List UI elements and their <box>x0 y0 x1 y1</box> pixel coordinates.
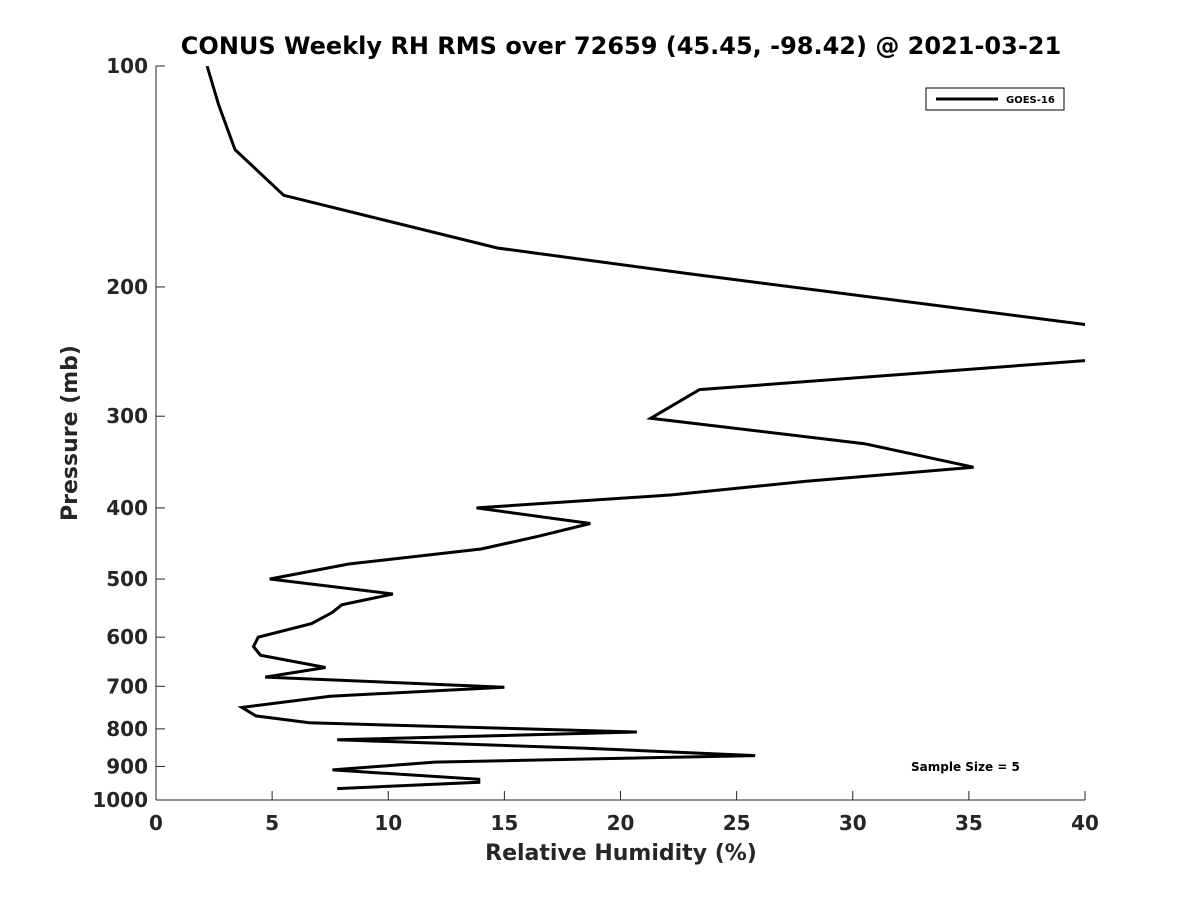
series-line-goes16 <box>205 66 1085 791</box>
x-tick-label: 40 <box>1071 811 1099 835</box>
y-tick-label: 400 <box>106 496 148 520</box>
x-tick-label: 25 <box>723 811 751 835</box>
x-tick-label: 30 <box>839 811 867 835</box>
x-axis-label: Relative Humidity (%) <box>485 841 757 866</box>
y-tick-label: 1000 <box>92 788 148 812</box>
legend: GOES-16 <box>925 87 1065 111</box>
x-tick-label: 0 <box>149 811 163 835</box>
y-ticks: 100 200 300 400 500 600 700 800 900 1000 <box>92 54 165 812</box>
x-tick-label: 10 <box>374 811 402 835</box>
legend-entry-goes16: GOES-16 <box>1006 95 1055 106</box>
y-tick-label: 200 <box>106 275 148 299</box>
x-tick-label: 35 <box>955 811 983 835</box>
chart-title: CONUS Weekly RH RMS over 72659 (45.45, -… <box>181 32 1061 60</box>
x-ticks: 0 5 10 15 20 25 30 35 40 <box>149 791 1099 835</box>
sample-size-annotation: Sample Size = 5 <box>911 760 1020 774</box>
y-tick-label: 300 <box>106 404 148 428</box>
x-tick-label: 15 <box>490 811 518 835</box>
x-tick-label: 5 <box>265 811 279 835</box>
y-tick-label: 500 <box>106 567 148 591</box>
y-tick-label: 600 <box>106 625 148 649</box>
y-tick-label: 100 <box>106 54 148 78</box>
series-layer <box>205 66 1085 791</box>
x-tick-label: 20 <box>607 811 635 835</box>
plot-axes <box>155 66 1085 801</box>
y-axis-label: Pressure (mb) <box>58 345 83 521</box>
y-tick-label: 900 <box>106 754 148 778</box>
y-tick-label: 700 <box>106 674 148 698</box>
y-tick-label: 800 <box>106 717 148 741</box>
